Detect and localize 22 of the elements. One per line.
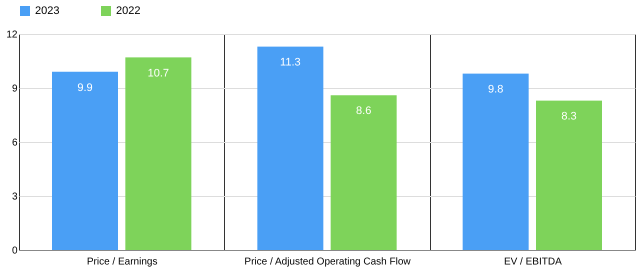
y-tick-label: 9 <box>12 84 18 94</box>
bar <box>462 74 529 250</box>
x-tick-label: Price / Adjusted Operating Cash Flow <box>244 256 412 268</box>
bar <box>536 100 602 250</box>
bar <box>52 72 118 250</box>
legend-label: 2022 <box>116 5 140 17</box>
y-tick-label: 6 <box>12 138 18 148</box>
y-tick-label: 0 <box>12 246 18 256</box>
data-label: 9.9 <box>77 82 93 94</box>
data-label: 10.7 <box>148 67 170 80</box>
data-label: 8.3 <box>561 110 577 123</box>
y-tick-label: 3 <box>12 192 18 202</box>
bar <box>125 57 192 250</box>
data-label: 8.6 <box>356 105 372 118</box>
data-label: 11.3 <box>280 56 301 69</box>
data-label: 9.8 <box>488 84 504 96</box>
x-tick-label: Price / Earnings <box>86 256 158 268</box>
y-tick-label: 12 <box>6 30 18 40</box>
bar <box>257 46 324 250</box>
legend-label: 2023 <box>35 5 60 17</box>
x-tick-label: EV / EBITDA <box>504 256 562 268</box>
bar <box>330 95 397 250</box>
